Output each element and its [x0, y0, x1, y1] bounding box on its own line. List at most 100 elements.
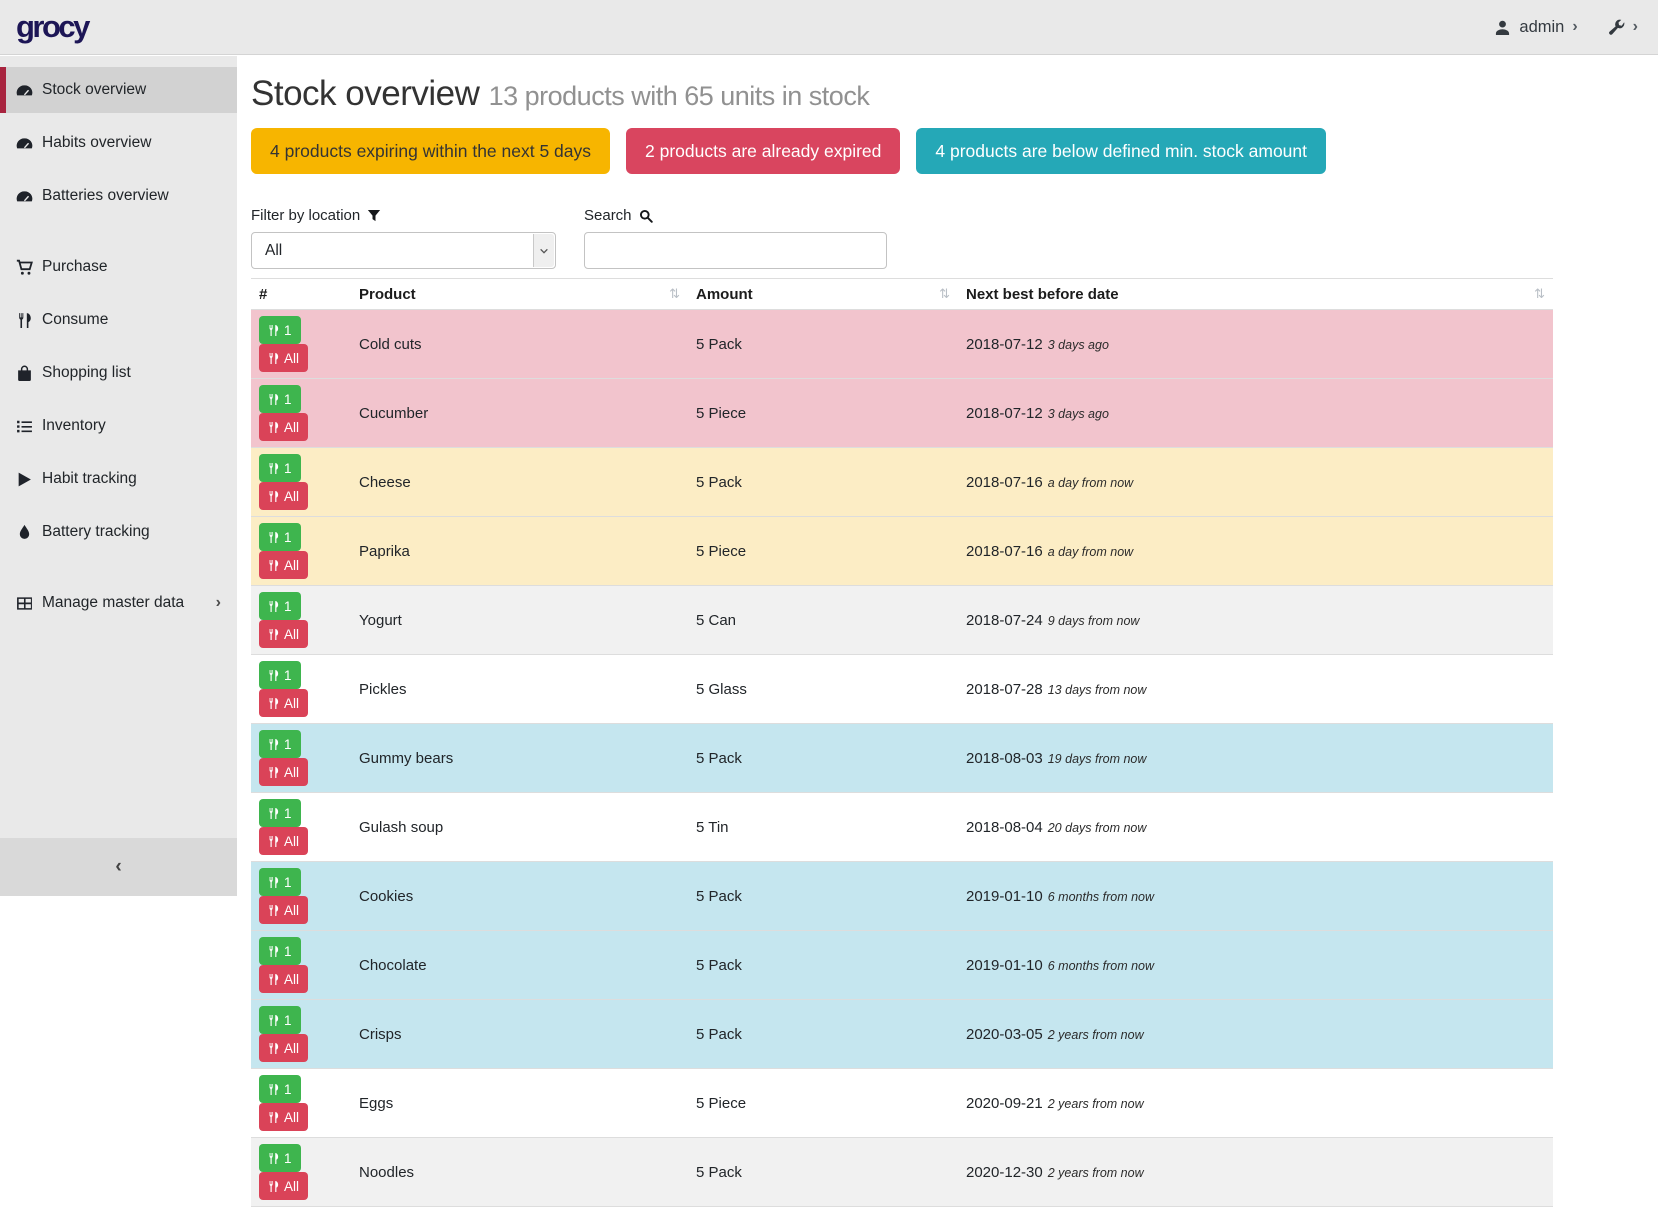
consume-all-button[interactable]: All — [259, 1034, 308, 1062]
consume-one-button[interactable]: 1 — [259, 523, 301, 551]
table-row: 1 All Cucumber 5 Piece 2018-07-123 days … — [251, 379, 1553, 448]
consume-one-button[interactable]: 1 — [259, 385, 301, 413]
consume-all-button[interactable]: All — [259, 620, 308, 648]
sidebar-collapse-button[interactable]: ‹ — [0, 838, 237, 896]
search-input[interactable] — [584, 232, 887, 269]
best-before-date: 2018-07-16 — [966, 474, 1043, 491]
row-actions-cell: 1 All — [251, 1138, 351, 1207]
consume-all-button[interactable]: All — [259, 758, 308, 786]
consume-all-button[interactable]: All — [259, 965, 308, 993]
search-label: Search — [584, 207, 887, 224]
consume-all-button[interactable]: All — [259, 551, 308, 579]
sidebar-item-stock-overview[interactable]: Stock overview — [0, 67, 237, 113]
product-amount: 5 Pack — [688, 862, 958, 931]
utensils-icon — [268, 807, 279, 820]
consume-all-button[interactable]: All — [259, 344, 308, 372]
product-name: Gummy bears — [351, 724, 688, 793]
filter-icon — [367, 209, 381, 223]
sidebar-item-batteries-overview[interactable]: Batteries overview — [0, 173, 237, 219]
consume-all-button[interactable]: All — [259, 413, 308, 441]
product-amount: 5 Pack — [688, 1138, 958, 1207]
consume-one-button[interactable]: 1 — [259, 1006, 301, 1034]
row-actions-cell: 1 All — [251, 586, 351, 655]
utensils-icon — [268, 600, 279, 613]
best-before-cell: 2019-01-106 months from now — [958, 931, 1553, 1000]
utensils-icon — [268, 876, 279, 889]
consume-one-button[interactable]: 1 — [259, 1144, 301, 1172]
filter-bar: Filter by location All Search — [251, 207, 1553, 269]
row-actions-cell: 1 All — [251, 862, 351, 931]
consume-all-button[interactable]: All — [259, 827, 308, 855]
expired-products-badge[interactable]: 2 products are already expired — [626, 128, 900, 174]
relative-time: 3 days ago — [1048, 338, 1109, 352]
sidebar: Stock overview Habits overview Batteries… — [0, 56, 237, 896]
drop-icon — [16, 524, 33, 541]
sidebar-item-battery-tracking[interactable]: Battery tracking — [0, 509, 237, 555]
sort-icon: ⇅ — [669, 286, 680, 302]
expiring-products-badge[interactable]: 4 products expiring within the next 5 da… — [251, 128, 610, 174]
utensils-icon — [268, 490, 279, 503]
consume-one-button[interactable]: 1 — [259, 868, 301, 896]
location-select[interactable]: All — [251, 232, 556, 269]
utensils-icon — [268, 1180, 279, 1193]
consume-one-button[interactable]: 1 — [259, 316, 301, 344]
summary-badges: 4 products expiring within the next 5 da… — [251, 128, 1553, 174]
consume-one-button[interactable]: 1 — [259, 1075, 301, 1103]
relative-time: 19 days from now — [1048, 752, 1147, 766]
relative-time: 9 days from now — [1048, 614, 1140, 628]
chevron-left-icon: ‹ — [115, 856, 121, 878]
table-header-row: # Product ⇅ Amount ⇅ Next best before da… — [251, 279, 1553, 310]
column-header-amount[interactable]: Amount ⇅ — [688, 279, 958, 310]
tachometer-icon — [16, 135, 33, 152]
product-name: Chocolate — [351, 931, 688, 1000]
product-amount: 5 Can — [688, 586, 958, 655]
consume-one-button[interactable]: 1 — [259, 592, 301, 620]
column-header-number[interactable]: # — [251, 279, 351, 310]
consume-one-button[interactable]: 1 — [259, 937, 301, 965]
product-amount: 5 Piece — [688, 517, 958, 586]
user-menu[interactable]: admin › — [1494, 18, 1577, 37]
stock-table-body: 1 All Cold cuts 5 Pack 2018-07-123 days … — [251, 310, 1553, 1207]
utensils-icon — [268, 669, 279, 682]
consume-all-button[interactable]: All — [259, 689, 308, 717]
consume-one-button[interactable]: 1 — [259, 661, 301, 689]
consume-all-button[interactable]: All — [259, 482, 308, 510]
sidebar-item-habit-tracking[interactable]: Habit tracking — [0, 456, 237, 502]
consume-all-button[interactable]: All — [259, 896, 308, 924]
utensils-icon — [268, 559, 279, 572]
relative-time: 13 days from now — [1048, 683, 1147, 697]
relative-time: 6 months from now — [1048, 890, 1154, 904]
consume-one-button[interactable]: 1 — [259, 799, 301, 827]
best-before-date: 2018-08-03 — [966, 750, 1043, 767]
consume-all-button[interactable]: All — [259, 1172, 308, 1200]
relative-time: a day from now — [1048, 476, 1133, 490]
consume-one-button[interactable]: 1 — [259, 730, 301, 758]
sidebar-item-inventory[interactable]: Inventory — [0, 403, 237, 449]
sidebar-item-consume[interactable]: Consume — [0, 297, 237, 343]
tachometer-icon — [16, 188, 33, 205]
product-name: Paprika — [351, 517, 688, 586]
sidebar-item-habits-overview[interactable]: Habits overview — [0, 120, 237, 166]
column-header-product[interactable]: Product ⇅ — [351, 279, 688, 310]
sidebar-item-label: Manage master data — [42, 594, 184, 612]
row-actions-cell: 1 All — [251, 724, 351, 793]
consume-all-button[interactable]: All — [259, 1103, 308, 1131]
app-logo[interactable]: grocy — [16, 9, 88, 45]
sidebar-item-shopping-list[interactable]: Shopping list — [0, 350, 237, 396]
column-header-best-before[interactable]: Next best before date ⇅ — [958, 279, 1553, 310]
sidebar-item-label: Purchase — [42, 258, 107, 276]
page-title-text: Stock overview — [251, 74, 479, 113]
consume-one-button[interactable]: 1 — [259, 454, 301, 482]
shopping-bag-icon — [16, 365, 33, 382]
best-before-date: 2019-01-10 — [966, 888, 1043, 905]
wrench-icon — [1608, 19, 1625, 36]
sidebar-item-purchase[interactable]: Purchase — [0, 244, 237, 290]
utensils-icon — [16, 312, 33, 329]
settings-menu[interactable]: › — [1608, 18, 1638, 36]
sidebar-item-manage-master-data[interactable]: Manage master data › — [0, 580, 237, 626]
product-name: Pickles — [351, 655, 688, 724]
best-before-date: 2019-01-10 — [966, 957, 1043, 974]
utensils-icon — [268, 628, 279, 641]
location-filter: Filter by location All — [251, 207, 556, 269]
below-min-stock-badge[interactable]: 4 products are below defined min. stock … — [916, 128, 1326, 174]
